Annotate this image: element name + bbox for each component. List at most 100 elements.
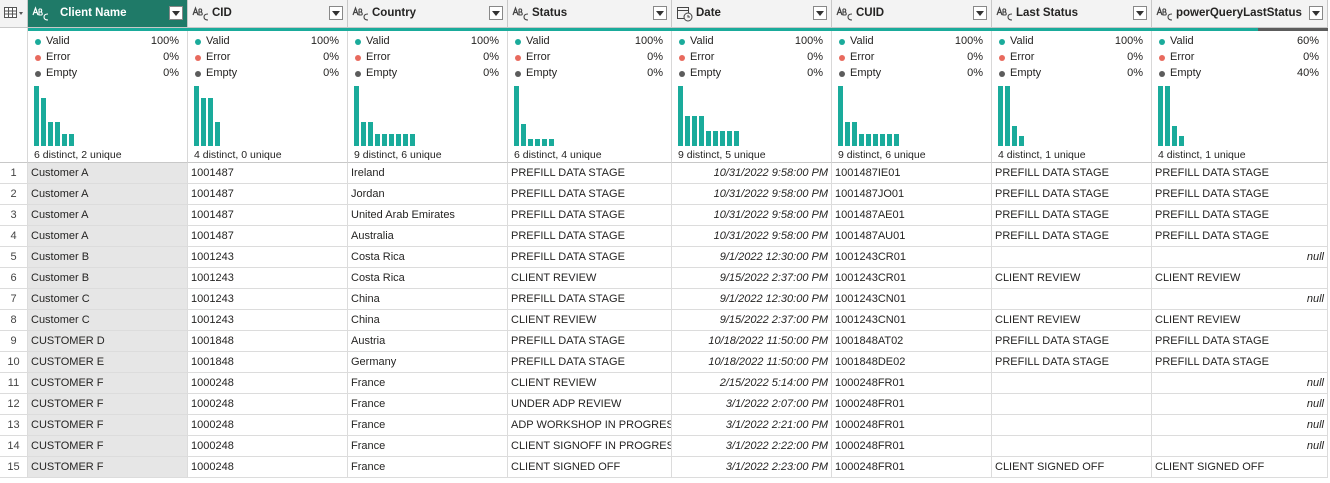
table-cell[interactable]: CLIENT REVIEW (992, 310, 1152, 331)
table-cell[interactable]: 1001243 (188, 268, 348, 289)
table-cell[interactable]: 1001243 (188, 289, 348, 310)
table-cell[interactable]: PREFILL DATA STAGE (992, 226, 1152, 247)
table-cell[interactable]: 9/15/2022 2:37:00 PM (672, 310, 832, 331)
table-cell[interactable]: null (1152, 436, 1328, 457)
table-cell[interactable]: CLIENT REVIEW (992, 268, 1152, 289)
table-cell[interactable]: 1001487 (188, 184, 348, 205)
table-cell[interactable]: Germany (348, 352, 508, 373)
table-cell[interactable]: 1000248FR01 (832, 457, 992, 478)
table-cell[interactable]: 1001487 (188, 163, 348, 184)
table-cell[interactable]: 1001243CR01 (832, 247, 992, 268)
table-cell[interactable]: China (348, 310, 508, 331)
table-cell[interactable]: null (1152, 415, 1328, 436)
table-cell[interactable]: PREFILL DATA STAGE (992, 331, 1152, 352)
table-cell[interactable]: 1001487IE01 (832, 163, 992, 184)
column-dropdown[interactable] (329, 6, 343, 20)
table-cell[interactable] (992, 289, 1152, 310)
table-cell[interactable]: PREFILL DATA STAGE (1152, 163, 1328, 184)
column-header[interactable]: CUID (832, 0, 992, 28)
table-cell[interactable]: 10/31/2022 9:58:00 PM (672, 163, 832, 184)
table-cell[interactable]: 3/1/2022 2:07:00 PM (672, 394, 832, 415)
table-cell[interactable]: 1001243 (188, 247, 348, 268)
table-cell[interactable]: 3/1/2022 2:22:00 PM (672, 436, 832, 457)
table-cell[interactable]: 1001243CR01 (832, 268, 992, 289)
table-cell[interactable] (992, 394, 1152, 415)
table-cell[interactable]: 1001487AE01 (832, 205, 992, 226)
table-cell[interactable]: 1000248FR01 (832, 373, 992, 394)
table-cell[interactable]: 1001848 (188, 352, 348, 373)
table-cell[interactable]: PREFILL DATA STAGE (992, 205, 1152, 226)
table-cell[interactable]: 1000248FR01 (832, 436, 992, 457)
table-cell[interactable]: 1001487JO01 (832, 184, 992, 205)
table-cell[interactable]: null (1152, 247, 1328, 268)
table-cell[interactable]: PREFILL DATA STAGE (508, 163, 672, 184)
table-cell[interactable]: CUSTOMER F (28, 457, 188, 478)
table-cell[interactable]: Customer A (28, 163, 188, 184)
table-cell[interactable]: CUSTOMER F (28, 394, 188, 415)
table-cell[interactable]: PREFILL DATA STAGE (508, 184, 672, 205)
table-cell[interactable]: China (348, 289, 508, 310)
column-header[interactable]: Client Name (28, 0, 188, 28)
table-cell[interactable] (992, 436, 1152, 457)
column-dropdown[interactable] (489, 6, 503, 20)
table-cell[interactable]: 1001243 (188, 310, 348, 331)
table-cell[interactable]: Customer A (28, 226, 188, 247)
table-cell[interactable]: PREFILL DATA STAGE (1152, 352, 1328, 373)
table-cell[interactable]: Australia (348, 226, 508, 247)
table-cell[interactable]: Customer A (28, 184, 188, 205)
table-cell[interactable]: Customer C (28, 289, 188, 310)
table-cell[interactable]: 9/1/2022 12:30:00 PM (672, 247, 832, 268)
table-cell[interactable]: 10/31/2022 9:58:00 PM (672, 226, 832, 247)
table-cell[interactable]: CLIENT SIGNOFF IN PROGRESS (508, 436, 672, 457)
column-header[interactable]: Country (348, 0, 508, 28)
table-cell[interactable]: 1001243CN01 (832, 310, 992, 331)
table-cell[interactable]: PREFILL DATA STAGE (508, 331, 672, 352)
table-cell[interactable] (992, 415, 1152, 436)
table-cell[interactable]: CLIENT REVIEW (1152, 268, 1328, 289)
table-cell[interactable]: CUSTOMER F (28, 415, 188, 436)
table-cell[interactable]: PREFILL DATA STAGE (508, 226, 672, 247)
table-cell[interactable]: 1000248 (188, 436, 348, 457)
table-cell[interactable]: PREFILL DATA STAGE (508, 289, 672, 310)
table-cell[interactable]: France (348, 373, 508, 394)
table-cell[interactable]: 3/1/2022 2:21:00 PM (672, 415, 832, 436)
table-cell[interactable] (992, 373, 1152, 394)
table-cell[interactable]: Austria (348, 331, 508, 352)
table-cell[interactable]: 2/15/2022 5:14:00 PM (672, 373, 832, 394)
table-cell[interactable]: 1001848DE02 (832, 352, 992, 373)
table-cell[interactable]: 1000248 (188, 457, 348, 478)
table-cell[interactable]: 9/1/2022 12:30:00 PM (672, 289, 832, 310)
table-cell[interactable]: 3/1/2022 2:23:00 PM (672, 457, 832, 478)
table-cell[interactable]: UNDER ADP REVIEW (508, 394, 672, 415)
column-dropdown[interactable] (813, 6, 827, 20)
column-header[interactable]: Status (508, 0, 672, 28)
table-cell[interactable]: CUSTOMER F (28, 373, 188, 394)
table-cell[interactable]: PREFILL DATA STAGE (992, 352, 1152, 373)
table-cell[interactable]: Customer C (28, 310, 188, 331)
table-cell[interactable]: 1001487AU01 (832, 226, 992, 247)
table-cell[interactable]: Costa Rica (348, 247, 508, 268)
table-cell[interactable]: Customer A (28, 205, 188, 226)
table-cell[interactable]: null (1152, 394, 1328, 415)
table-cell[interactable]: 1001487 (188, 226, 348, 247)
table-cell[interactable]: PREFILL DATA STAGE (1152, 331, 1328, 352)
table-cell[interactable]: 10/18/2022 11:50:00 PM (672, 352, 832, 373)
column-header[interactable]: powerQueryLastStatus (1152, 0, 1328, 28)
table-cell[interactable]: CUSTOMER D (28, 331, 188, 352)
column-header[interactable]: Date (672, 0, 832, 28)
table-cell[interactable]: Customer B (28, 268, 188, 289)
table-cell[interactable]: CLIENT SIGNED OFF (508, 457, 672, 478)
table-cell[interactable]: PREFILL DATA STAGE (992, 163, 1152, 184)
column-dropdown[interactable] (973, 6, 987, 20)
table-cell[interactable]: France (348, 436, 508, 457)
table-cell[interactable]: null (1152, 373, 1328, 394)
table-cell[interactable]: Customer B (28, 247, 188, 268)
column-header[interactable]: CID (188, 0, 348, 28)
table-cell[interactable]: 1001848 (188, 331, 348, 352)
table-cell[interactable] (992, 247, 1152, 268)
column-dropdown[interactable] (653, 6, 667, 20)
table-cell[interactable]: 1000248FR01 (832, 394, 992, 415)
table-cell[interactable]: 1000248 (188, 373, 348, 394)
table-cell[interactable]: United Arab Emirates (348, 205, 508, 226)
table-cell[interactable]: 10/31/2022 9:58:00 PM (672, 205, 832, 226)
